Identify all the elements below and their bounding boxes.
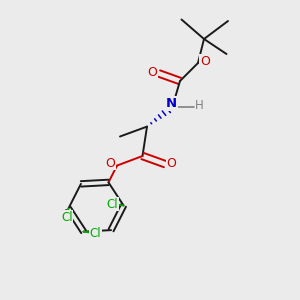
Text: O: O: [106, 157, 115, 170]
Text: H: H: [195, 99, 204, 112]
Text: Cl: Cl: [61, 211, 73, 224]
Text: O: O: [200, 55, 210, 68]
Text: Cl: Cl: [90, 226, 101, 240]
Text: O: O: [167, 157, 176, 170]
Text: N: N: [166, 97, 177, 110]
Text: Cl: Cl: [106, 197, 118, 211]
Text: O: O: [148, 66, 157, 79]
